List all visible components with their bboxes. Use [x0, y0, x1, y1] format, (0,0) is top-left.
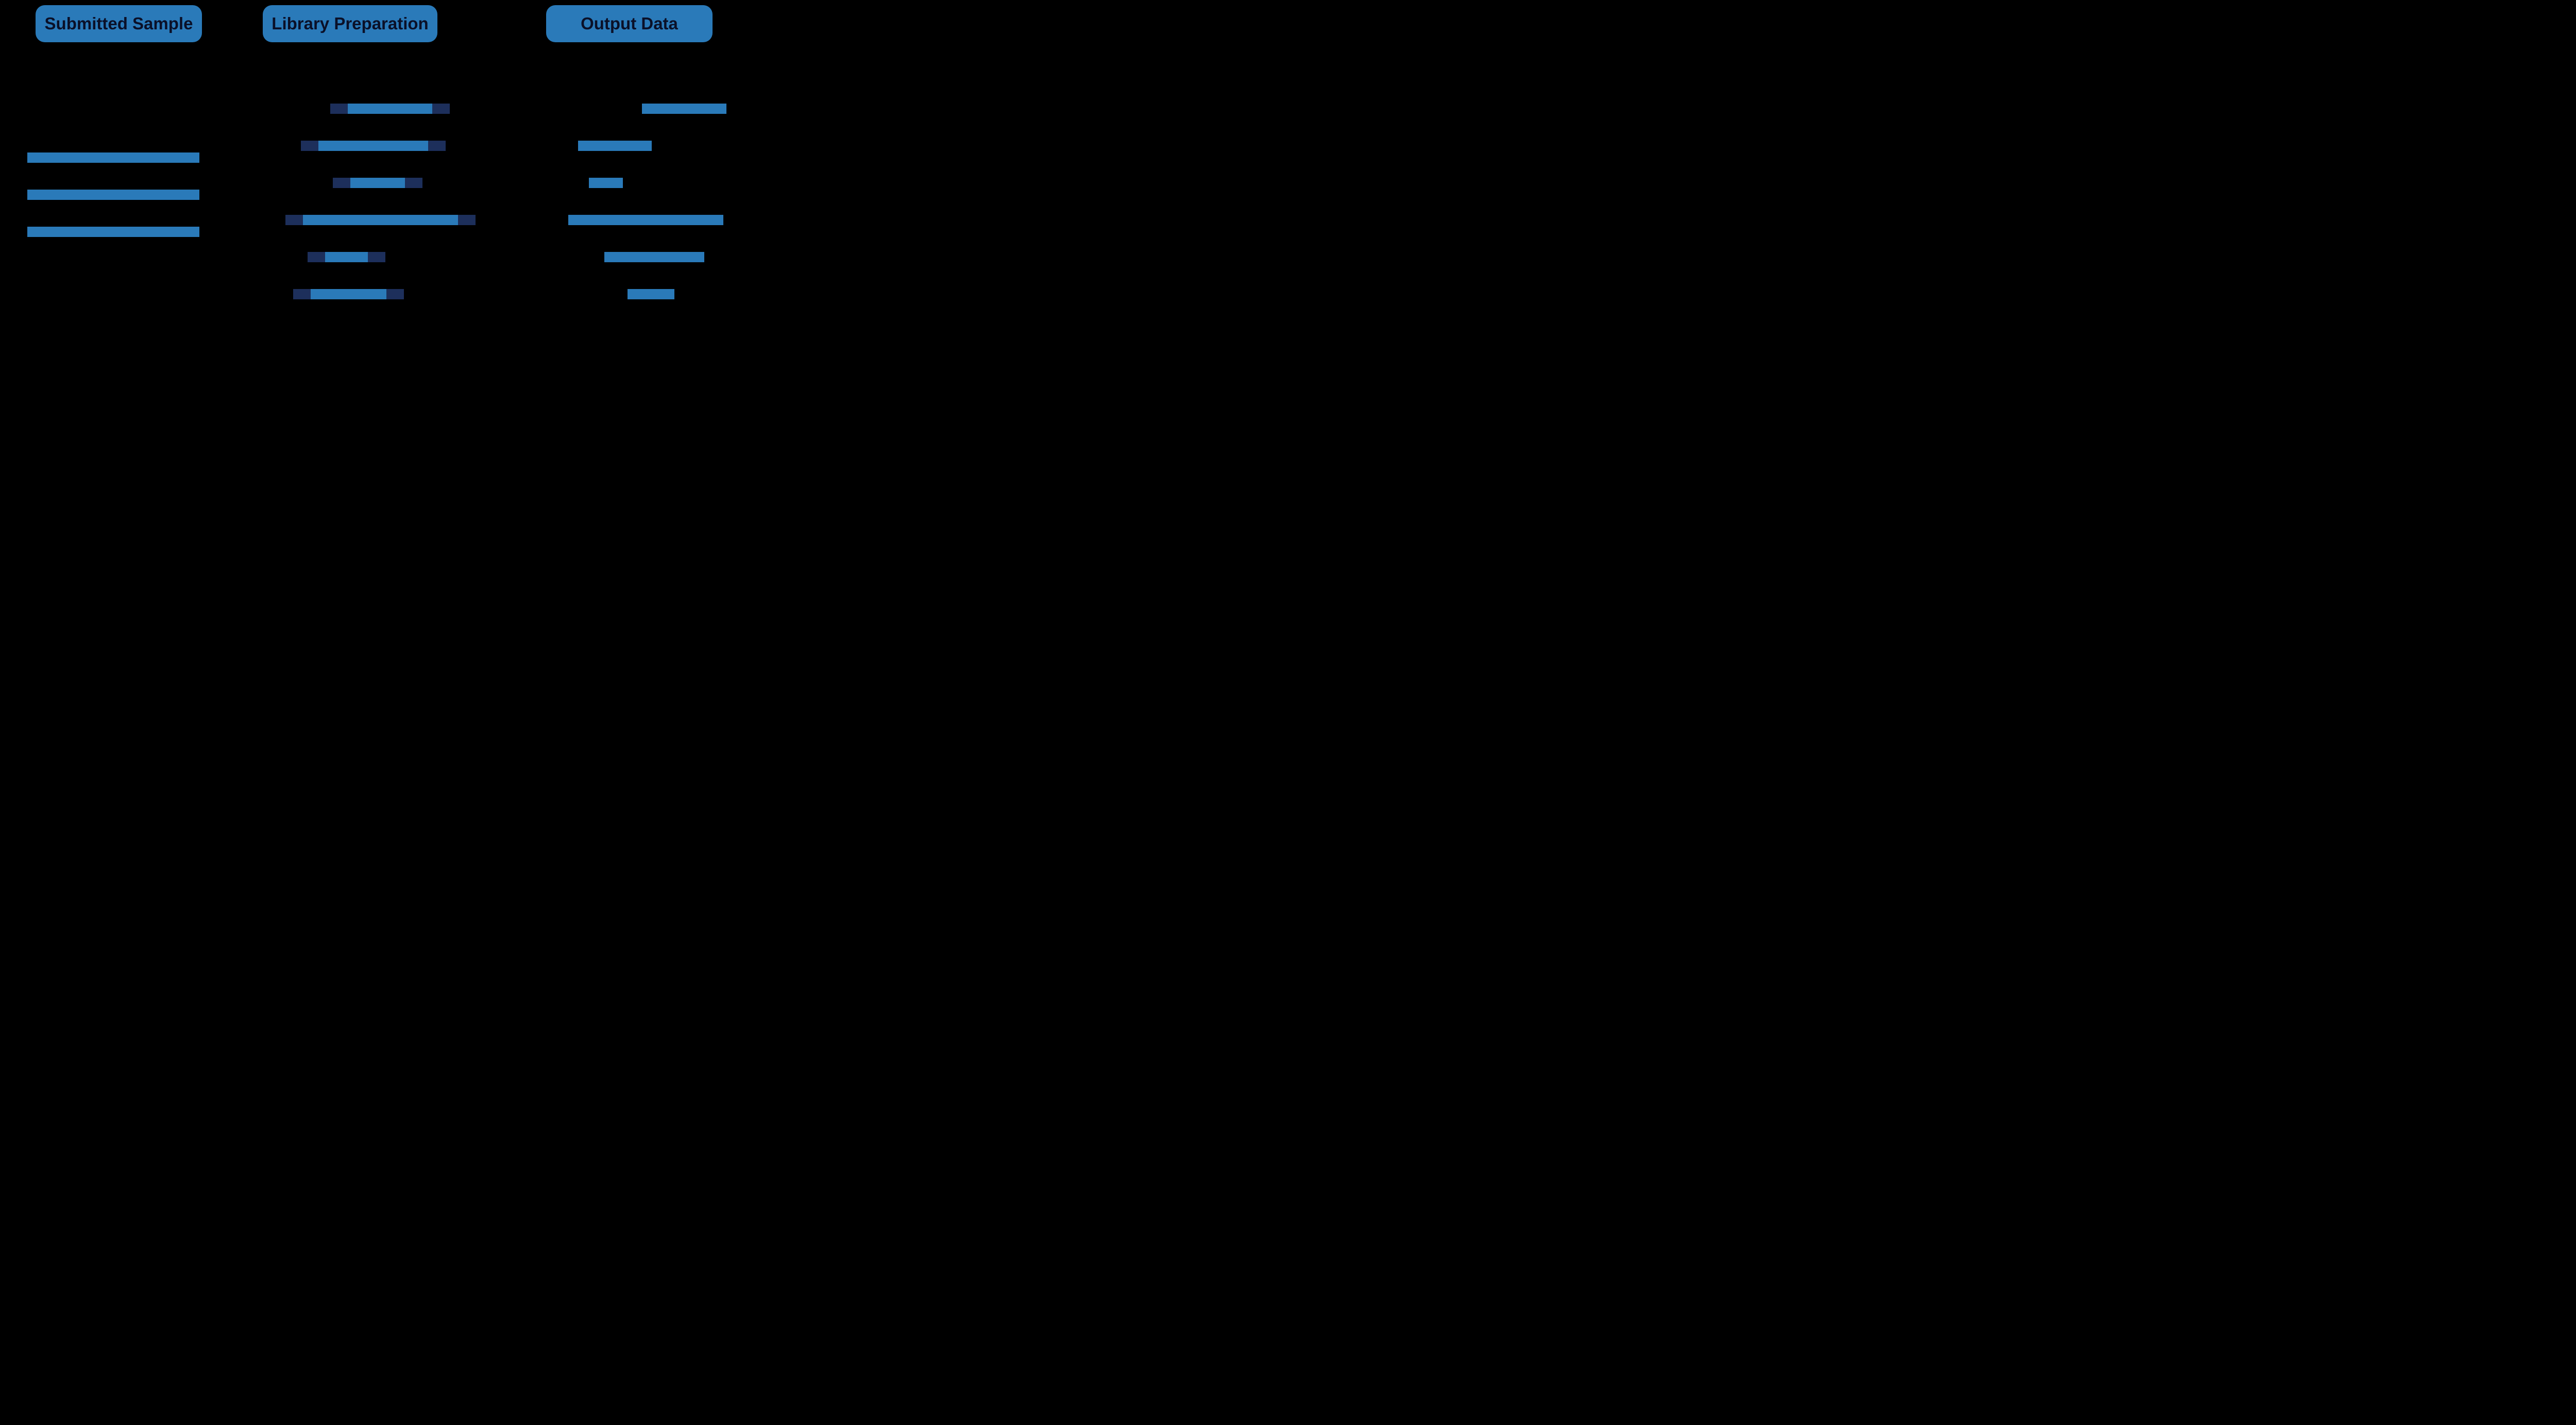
output-read-6: [628, 289, 674, 299]
adapter-left-icon: [308, 252, 325, 262]
adapter-left-icon: [301, 141, 318, 151]
output-read-4: [568, 215, 723, 225]
library-fragment-2: [301, 141, 446, 151]
submitted-sample-bar-3: [27, 227, 199, 237]
insert-segment: [325, 252, 368, 262]
insert-segment: [350, 178, 405, 188]
submitted-sample-bar-1: [27, 152, 199, 163]
insert-segment: [311, 289, 386, 299]
pill-output-label: Output Data: [581, 14, 678, 33]
library-fragment-6: [293, 289, 404, 299]
pill-library-label: Library Preparation: [272, 14, 428, 33]
insert-segment: [318, 141, 428, 151]
adapter-right-icon: [432, 104, 450, 114]
output-read-1: [642, 104, 726, 114]
adapter-right-icon: [386, 289, 404, 299]
adapter-right-icon: [368, 252, 385, 262]
library-fragment-1: [330, 104, 450, 114]
pill-library: Library Preparation: [263, 5, 437, 42]
output-read-3: [589, 178, 623, 188]
insert-segment: [348, 104, 432, 114]
adapter-left-icon: [285, 215, 303, 225]
output-read-2: [578, 141, 652, 151]
insert-segment: [303, 215, 458, 225]
library-fragment-3: [333, 178, 422, 188]
pill-submitted: Submitted Sample: [36, 5, 202, 42]
adapter-left-icon: [293, 289, 311, 299]
adapter-right-icon: [458, 215, 476, 225]
adapter-left-icon: [333, 178, 350, 188]
adapter-right-icon: [405, 178, 422, 188]
submitted-sample-bar-2: [27, 190, 199, 200]
output-read-5: [604, 252, 704, 262]
library-fragment-4: [285, 215, 476, 225]
library-fragment-5: [308, 252, 385, 262]
pill-output: Output Data: [546, 5, 713, 42]
adapter-left-icon: [330, 104, 348, 114]
pill-submitted-label: Submitted Sample: [45, 14, 193, 33]
adapter-right-icon: [428, 141, 446, 151]
